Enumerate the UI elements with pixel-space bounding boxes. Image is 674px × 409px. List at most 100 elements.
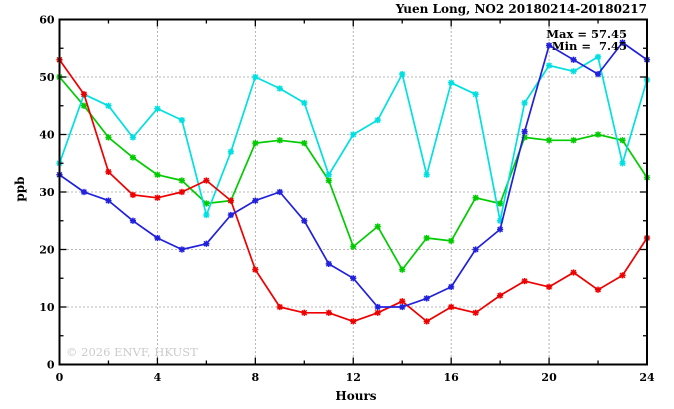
series-red-marker-h14: [399, 298, 406, 305]
legend-max-annotation: Max = 57.45: [546, 27, 627, 41]
series-green-marker-h9: [276, 137, 283, 144]
y-tick-label-30: 30: [39, 186, 55, 199]
series-cyan-marker-h14: [399, 71, 406, 78]
series-cyan-marker-h13: [374, 117, 381, 124]
series-red-marker-h22: [594, 286, 602, 293]
series-cyan-marker-h23: [619, 160, 626, 167]
series-cyan-marker-h2: [105, 102, 112, 109]
series-cyan-marker-h11: [325, 171, 332, 178]
x-tick-label-12: 12: [346, 371, 361, 384]
series-green-marker-h17: [472, 194, 479, 201]
series-blue-marker-h4: [154, 234, 161, 242]
series-red-marker-h23: [619, 272, 626, 279]
series-green-marker-h4: [154, 171, 161, 178]
series-green-marker-h11: [325, 177, 332, 184]
x-tick-label-16: 16: [444, 371, 460, 384]
series-green-marker-h14: [399, 266, 406, 273]
legend-min-annotation: Min = 7.45: [552, 39, 627, 53]
series-cyan-marker-h22: [594, 53, 602, 60]
series-blue-marker-h17: [472, 246, 479, 253]
x-tick-labels: 0 4 8 12 16 20 24: [56, 371, 655, 384]
gridlines: [59, 19, 647, 365]
series-green-marker-h13: [374, 223, 381, 230]
series-red: [56, 56, 651, 325]
series-green-marker-h15: [423, 234, 430, 242]
series-blue-marker-h21: [570, 56, 577, 63]
series-blue-marker-h12: [350, 275, 357, 282]
series-red-marker-h21: [570, 269, 577, 276]
series-cyan-marker-h21: [570, 68, 577, 75]
series-blue-marker-h6: [203, 240, 210, 247]
series-blue: [56, 39, 651, 311]
x-tick-label-20: 20: [541, 371, 557, 384]
series-green-marker-h19: [521, 134, 528, 141]
series-cyan-marker-h19: [521, 99, 528, 106]
series-blue-marker-h7: [227, 211, 234, 219]
x-tick-label-8: 8: [252, 371, 260, 384]
series-cyan-marker-h10: [301, 99, 308, 106]
series-red-marker-h18: [497, 292, 504, 299]
x-tick-label-24: 24: [639, 371, 655, 384]
series-red-marker-h2: [105, 168, 112, 175]
series-red-marker-h1: [80, 91, 88, 98]
series-cyan-marker-h20: [545, 62, 553, 69]
x-tick-label-4: 4: [154, 371, 162, 384]
series-blue-marker-h5: [178, 246, 185, 253]
series-blue-marker-h11: [325, 260, 332, 267]
series-green-marker-h12: [350, 243, 357, 250]
series-red-marker-h10: [301, 309, 308, 316]
series-cyan-marker-h9: [276, 85, 283, 92]
series-green-marker-h23: [619, 137, 626, 144]
series-red-marker-h3: [129, 191, 137, 198]
data-series: [56, 39, 651, 325]
series-blue-marker-h16: [448, 283, 455, 290]
series-cyan-marker-h12: [350, 131, 357, 138]
watermark: © 2026 ENVF, HKUST: [66, 345, 198, 359]
x-axis-label: Hours: [335, 389, 376, 403]
series-green-marker-h21: [570, 137, 577, 144]
x-tick-label-0: 0: [56, 371, 64, 384]
chart-title: Yuen Long, NO2 20180214-20180217: [395, 2, 647, 16]
series-red-marker-h12: [350, 318, 357, 325]
series-cyan: [56, 53, 651, 224]
series-blue-marker-h8: [252, 197, 259, 204]
series-red-marker-h15: [423, 318, 430, 325]
y-tick-label-20: 20: [39, 244, 55, 257]
series-blue-marker-h9: [276, 188, 283, 196]
series-blue-marker-h19: [521, 128, 528, 135]
series-blue-marker-h1: [80, 188, 88, 196]
series-blue-line: [59, 41, 648, 308]
series-green-marker-h10: [301, 140, 308, 147]
y-tick-label-60: 60: [39, 14, 55, 27]
series-cyan-marker-h15: [423, 171, 430, 178]
series-green-marker-h8: [252, 140, 259, 147]
series-blue-marker-h22: [594, 71, 602, 78]
series-green-line: [58, 76, 648, 271]
series-red-marker-h4: [154, 194, 161, 201]
series-blue-marker-h3: [129, 217, 137, 224]
series-green-marker-h1: [80, 102, 88, 109]
y-tick-label-10: 10: [39, 301, 55, 314]
series-green-marker-h18: [497, 200, 504, 207]
series-green-marker-h5: [178, 177, 185, 184]
series-blue-marker-h2: [105, 197, 112, 204]
series-green-marker-h3: [129, 154, 137, 161]
series-cyan-marker-h4: [154, 105, 161, 112]
series-red-marker-h5: [178, 188, 185, 196]
series-green-marker-h22: [594, 131, 602, 138]
series-red-marker-h13: [374, 309, 381, 316]
series-blue-marker-h14: [399, 303, 406, 311]
series-red-marker-h6: [203, 177, 210, 184]
y-tick-labels: 0 10 20 30 40 50 60: [39, 14, 55, 372]
series-blue-marker-h18: [497, 226, 504, 233]
series-red-marker-h8: [252, 266, 259, 273]
series-blue-marker-h10: [301, 217, 308, 224]
series-green-marker-h16: [448, 237, 455, 244]
series-red-marker-h19: [521, 278, 528, 285]
series-cyan-marker-h18: [497, 217, 504, 224]
series-red-marker-h9: [276, 303, 283, 311]
series-red-marker-h11: [325, 309, 332, 316]
series-blue-marker-h23: [619, 39, 626, 46]
series-red-marker-h16: [448, 303, 455, 311]
